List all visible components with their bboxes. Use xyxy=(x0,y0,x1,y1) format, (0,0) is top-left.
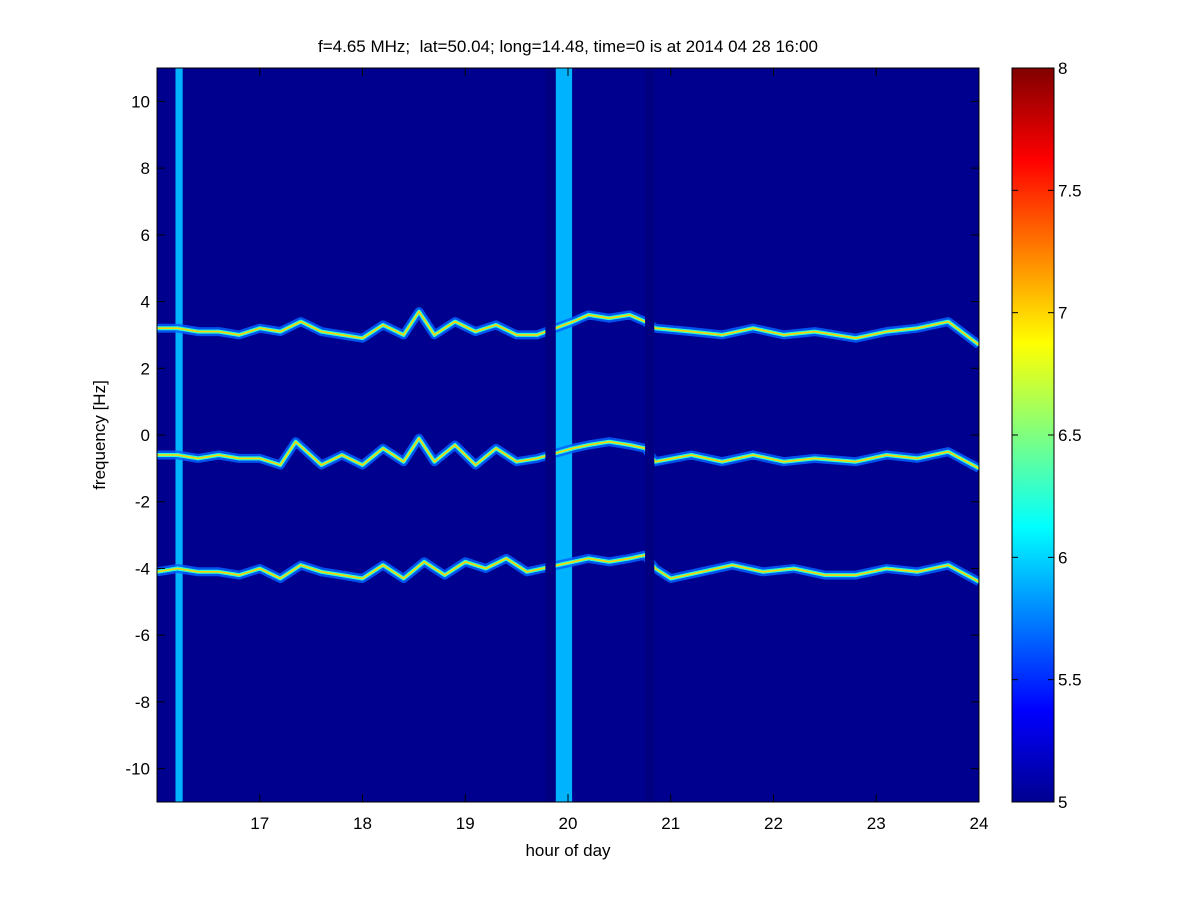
y-tick-label: 8 xyxy=(141,159,150,178)
data-gaps xyxy=(545,69,655,801)
y-tick-label: -6 xyxy=(135,626,150,645)
colorbar-tick-label: 7 xyxy=(1058,304,1067,323)
y-tick-label: 4 xyxy=(141,293,150,312)
trace-upper xyxy=(157,310,979,346)
y-tick-label: -2 xyxy=(135,493,150,512)
spectral-traces xyxy=(157,307,979,586)
broadband-bands xyxy=(175,68,573,802)
x-axis-label: hour of day xyxy=(525,841,611,860)
x-tick-label: 18 xyxy=(353,814,372,833)
colorbar: 5 5.5 6 6.5 7 7.5 8 xyxy=(1011,59,1082,812)
y-tick-label: 6 xyxy=(141,226,150,245)
colorbar-tick-label: 7.5 xyxy=(1058,181,1082,200)
trace-lower xyxy=(157,554,979,583)
x-tick-label: 20 xyxy=(559,814,578,833)
colorbar-ticks: 5 5.5 6 6.5 7 7.5 8 xyxy=(1012,59,1082,812)
x-tick-label: 19 xyxy=(456,814,475,833)
trace-middle xyxy=(157,437,979,470)
y-axis-label: frequency [Hz] xyxy=(90,380,109,490)
y-tick-label: -8 xyxy=(135,693,150,712)
colorbar-tick-label: 5.5 xyxy=(1058,671,1082,690)
broadband-band-1 xyxy=(555,68,573,802)
x-tick-label: 23 xyxy=(867,814,886,833)
y-tick-label: 10 xyxy=(131,92,150,111)
chart-title: f=4.65 MHz; lat=50.04; long=14.48, time=… xyxy=(318,37,818,56)
y-tick-label: 2 xyxy=(141,359,150,378)
colorbar-tick-label: 6 xyxy=(1058,548,1067,567)
y-tick-label: -10 xyxy=(125,760,150,779)
x-tick-label: 21 xyxy=(661,814,680,833)
data-gap-0 xyxy=(545,69,556,801)
colorbar-tick-label: 8 xyxy=(1058,59,1067,78)
broadband-band-0 xyxy=(175,68,183,802)
y-axis-ticks: -10 -8 -6 -4 -2 0 2 4 6 8 10 xyxy=(125,92,979,779)
y-tick-label: -4 xyxy=(135,559,150,578)
data-gap-1 xyxy=(645,69,655,801)
colorbar-tick-label: 6.5 xyxy=(1058,426,1082,445)
x-tick-label: 22 xyxy=(764,814,783,833)
colorbar-tick-label: 5 xyxy=(1058,793,1067,812)
x-tick-label: 17 xyxy=(250,814,269,833)
x-axis-ticks: 17 18 19 20 21 22 23 24 xyxy=(250,68,988,833)
y-tick-label: 0 xyxy=(141,426,150,445)
colorbar-gradient xyxy=(1011,67,1055,803)
x-tick-label: 24 xyxy=(970,814,989,833)
